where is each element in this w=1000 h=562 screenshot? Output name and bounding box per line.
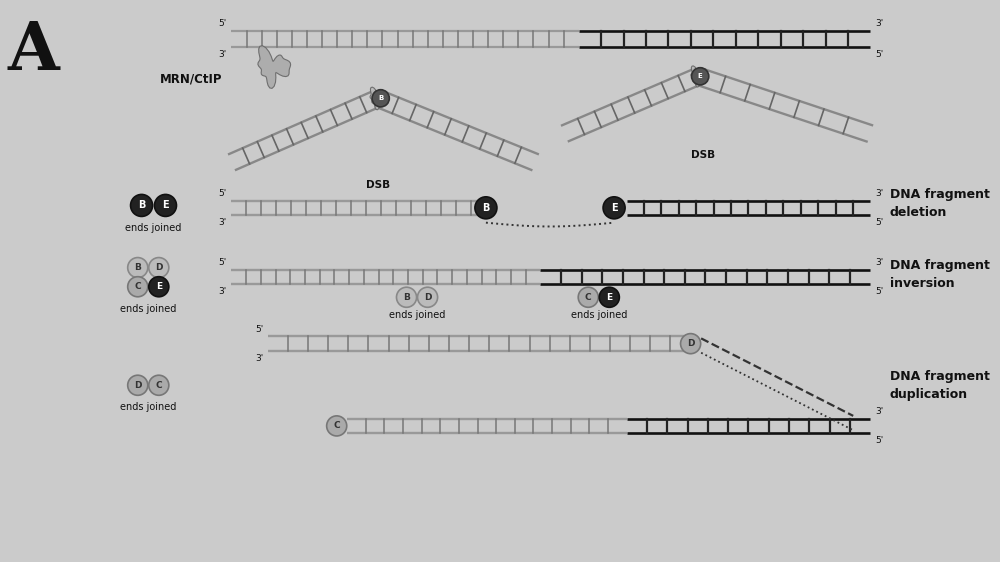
- Text: B: B: [482, 203, 490, 213]
- Text: 5': 5': [218, 189, 227, 198]
- Text: B: B: [134, 263, 141, 272]
- Circle shape: [154, 194, 176, 216]
- Text: B: B: [403, 293, 410, 302]
- Polygon shape: [691, 66, 707, 87]
- Circle shape: [327, 416, 347, 436]
- Text: D: D: [424, 293, 431, 302]
- Text: 5': 5': [255, 325, 263, 334]
- Circle shape: [692, 67, 709, 85]
- Text: C: C: [134, 282, 141, 291]
- Circle shape: [131, 194, 153, 216]
- Text: 5': 5': [218, 20, 227, 29]
- Text: 3': 3': [875, 257, 883, 266]
- Circle shape: [372, 90, 389, 107]
- Circle shape: [396, 287, 417, 307]
- Text: 3': 3': [875, 407, 883, 416]
- Circle shape: [128, 375, 148, 395]
- Text: 3': 3': [875, 189, 883, 198]
- Text: DNA fragment
inversion: DNA fragment inversion: [890, 259, 989, 290]
- Text: D: D: [687, 339, 694, 348]
- Text: DSB: DSB: [691, 150, 715, 160]
- Text: 3': 3': [218, 218, 227, 227]
- Text: 5': 5': [875, 49, 883, 58]
- Text: 5': 5': [875, 287, 883, 296]
- Circle shape: [149, 375, 169, 395]
- Text: 3': 3': [875, 20, 883, 29]
- Text: E: E: [698, 73, 703, 79]
- Text: D: D: [134, 381, 141, 390]
- Polygon shape: [370, 87, 387, 110]
- Text: 3': 3': [255, 353, 263, 362]
- Circle shape: [149, 277, 169, 297]
- Text: 5': 5': [875, 218, 883, 227]
- Text: 3': 3': [218, 49, 227, 58]
- Circle shape: [149, 257, 169, 278]
- Text: D: D: [155, 263, 163, 272]
- Text: DSB: DSB: [366, 180, 390, 189]
- Text: DNA fragment
duplication: DNA fragment duplication: [890, 370, 989, 401]
- Circle shape: [475, 197, 497, 219]
- Text: 5': 5': [218, 257, 227, 266]
- Circle shape: [418, 287, 438, 307]
- Text: ends joined: ends joined: [120, 304, 176, 314]
- Polygon shape: [258, 46, 291, 88]
- Circle shape: [578, 287, 598, 307]
- Text: 3': 3': [218, 287, 227, 296]
- Text: ends joined: ends joined: [120, 402, 176, 413]
- Text: B: B: [378, 96, 383, 101]
- Text: C: C: [333, 422, 340, 430]
- Circle shape: [128, 257, 148, 278]
- Text: ends joined: ends joined: [125, 223, 181, 233]
- Text: 5': 5': [875, 436, 883, 445]
- Text: C: C: [585, 293, 592, 302]
- Text: ends joined: ends joined: [389, 310, 445, 320]
- Circle shape: [599, 287, 619, 307]
- Text: DNA fragment
deletion: DNA fragment deletion: [890, 188, 989, 219]
- Text: B: B: [138, 201, 145, 210]
- Text: E: E: [156, 282, 162, 291]
- Circle shape: [681, 334, 701, 353]
- Text: C: C: [155, 381, 162, 390]
- Text: MRN/CtIP: MRN/CtIP: [160, 72, 223, 85]
- Text: ends joined: ends joined: [571, 310, 627, 320]
- Text: E: E: [162, 201, 169, 210]
- Circle shape: [128, 277, 148, 297]
- Text: A: A: [8, 19, 59, 84]
- Circle shape: [603, 197, 625, 219]
- Text: E: E: [611, 203, 617, 213]
- Text: E: E: [606, 293, 612, 302]
